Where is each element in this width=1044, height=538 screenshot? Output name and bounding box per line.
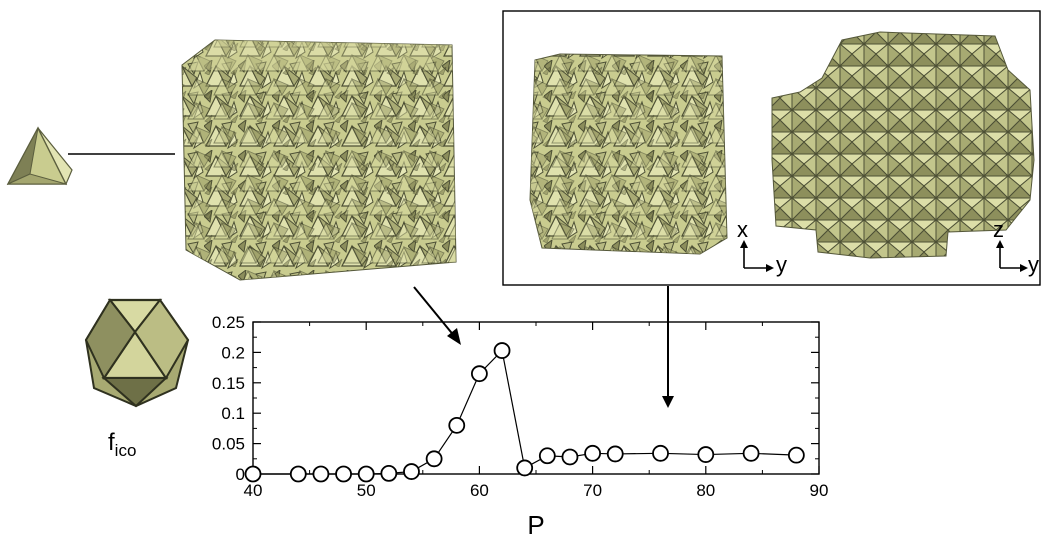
x-tick-label: 40 [244,481,263,500]
data-point [493,342,511,359]
inset-left-vertical-axis-label: x [737,217,748,242]
arrow-inset-to-plateau [662,286,674,408]
data-point [470,365,488,383]
arrow-cube-to-peak [413,286,461,345]
data-point [335,465,352,483]
y-tick-label: 0.05 [212,435,245,454]
x-tick-label: 50 [357,481,376,500]
data-point [380,464,398,482]
x-tick-label: 70 [583,481,602,500]
data-point [584,444,601,462]
x-tick-label: 80 [696,481,715,500]
inset-left-axes: x y [737,217,787,277]
plot-frame [252,321,820,475]
data-point [516,459,534,477]
icosahedron-icon [84,298,190,408]
inset-right-vertical-axis-label: z [993,217,1004,242]
data-point [403,463,420,480]
y-tick-label: 0.2 [221,343,245,362]
y-tick-label: 0 [236,465,245,484]
fico-vs-pressure-chart: 40 50 60 70 80 90 0 0.05 0.1 0.15 0.2 0.25 P [212,313,829,538]
data-point [312,465,330,483]
inset-right-axes: z y [993,217,1039,277]
data-point [787,446,805,464]
data-point [244,465,262,483]
series-line [253,349,797,475]
inset-left-horizontal-axis-label: y [776,252,787,277]
data-point [561,448,579,466]
data-point [652,444,669,462]
data-point [606,445,624,463]
x-tick-label: 60 [470,481,489,500]
data-point [425,450,443,468]
data-point [538,447,556,465]
data-point [448,416,466,434]
order-parameter-subscript: ico [115,441,137,460]
x-axis-title: P [527,510,544,538]
tetrahedron-icon [6,126,73,186]
data-series [244,342,805,483]
data-point [697,446,715,463]
inset-front-view [529,53,728,255]
disordered-tetrahedra-cube [181,39,457,281]
y-tick-label: 0.15 [212,374,245,393]
inset-panel [502,10,1041,286]
y-tick-label: 0.25 [212,313,245,332]
order-parameter-label: fico [108,429,136,460]
data-point [289,465,307,483]
data-point [742,444,760,462]
inset-right-horizontal-axis-label: y [1028,252,1039,277]
x-tick-label: 90 [810,481,829,500]
inset-side-view [771,31,1035,259]
y-tick-label: 0.1 [221,404,245,423]
axis-ticks: 40 50 60 70 80 90 0 0.05 0.1 0.15 0.2 0.25 [212,313,829,500]
data-point [357,465,375,483]
